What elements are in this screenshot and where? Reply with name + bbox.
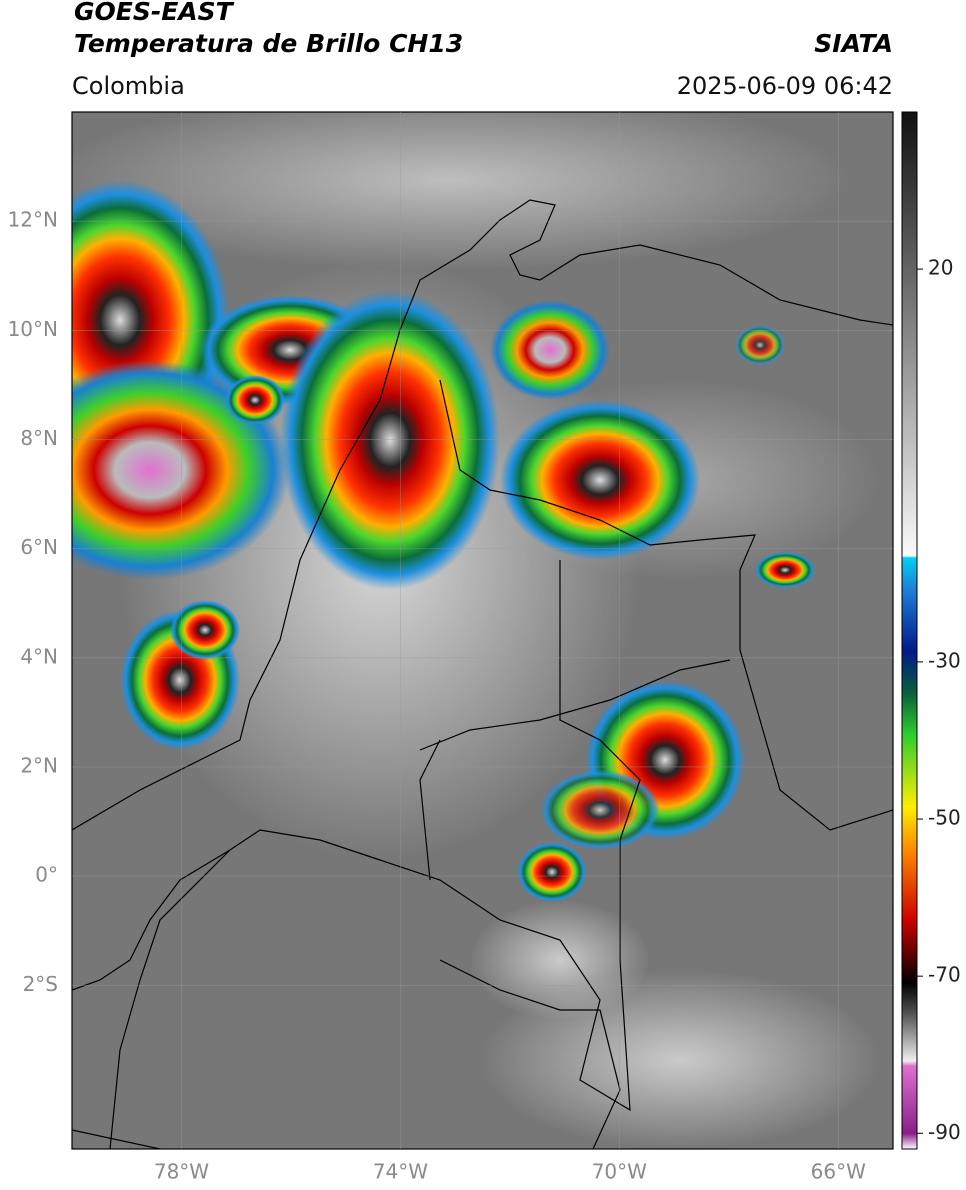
y-tick-label: 8°N: [20, 426, 58, 450]
x-tick-label: 70°W: [592, 1160, 647, 1184]
colorbar-tick-label: -90: [928, 1120, 961, 1144]
y-tick-label: 2°N: [20, 753, 58, 777]
y-tick-label: 6°N: [20, 535, 58, 559]
colorbar-tick-label: -50: [928, 806, 961, 830]
colorbar-tick-label: 20: [928, 256, 953, 280]
title: GOES-EAST: [74, 0, 235, 26]
satellite-image: [72, 112, 893, 1149]
y-tick-label: 2°S: [23, 972, 58, 996]
x-tick-label: 66°W: [811, 1160, 866, 1184]
source: SIATA: [814, 29, 893, 58]
datetime: 2025-06-09 06:42: [677, 72, 893, 100]
colorbar: [901, 111, 918, 1150]
region: Colombia: [72, 72, 185, 100]
ticks: 78°W 74°W 70°W 66°W 12°N 10°N 8°N 6°N 4°N 2°N 0° 2°…: [8, 112, 961, 1184]
y-tick-label: 12°N: [8, 208, 58, 232]
subtitle: Temperatura de Brillo CH13: [74, 29, 463, 58]
colorbar-tick-label: -30: [928, 648, 961, 672]
y-tick-label: 4°N: [20, 644, 58, 668]
y-tick-label: 0°: [35, 863, 58, 887]
x-tick-label: 78°W: [154, 1160, 209, 1184]
map-frame: [71, 111, 894, 1150]
colorbar-tick-label: -70: [928, 963, 961, 987]
x-tick-label: 74°W: [373, 1160, 428, 1184]
y-tick-label: 10°N: [8, 317, 58, 341]
